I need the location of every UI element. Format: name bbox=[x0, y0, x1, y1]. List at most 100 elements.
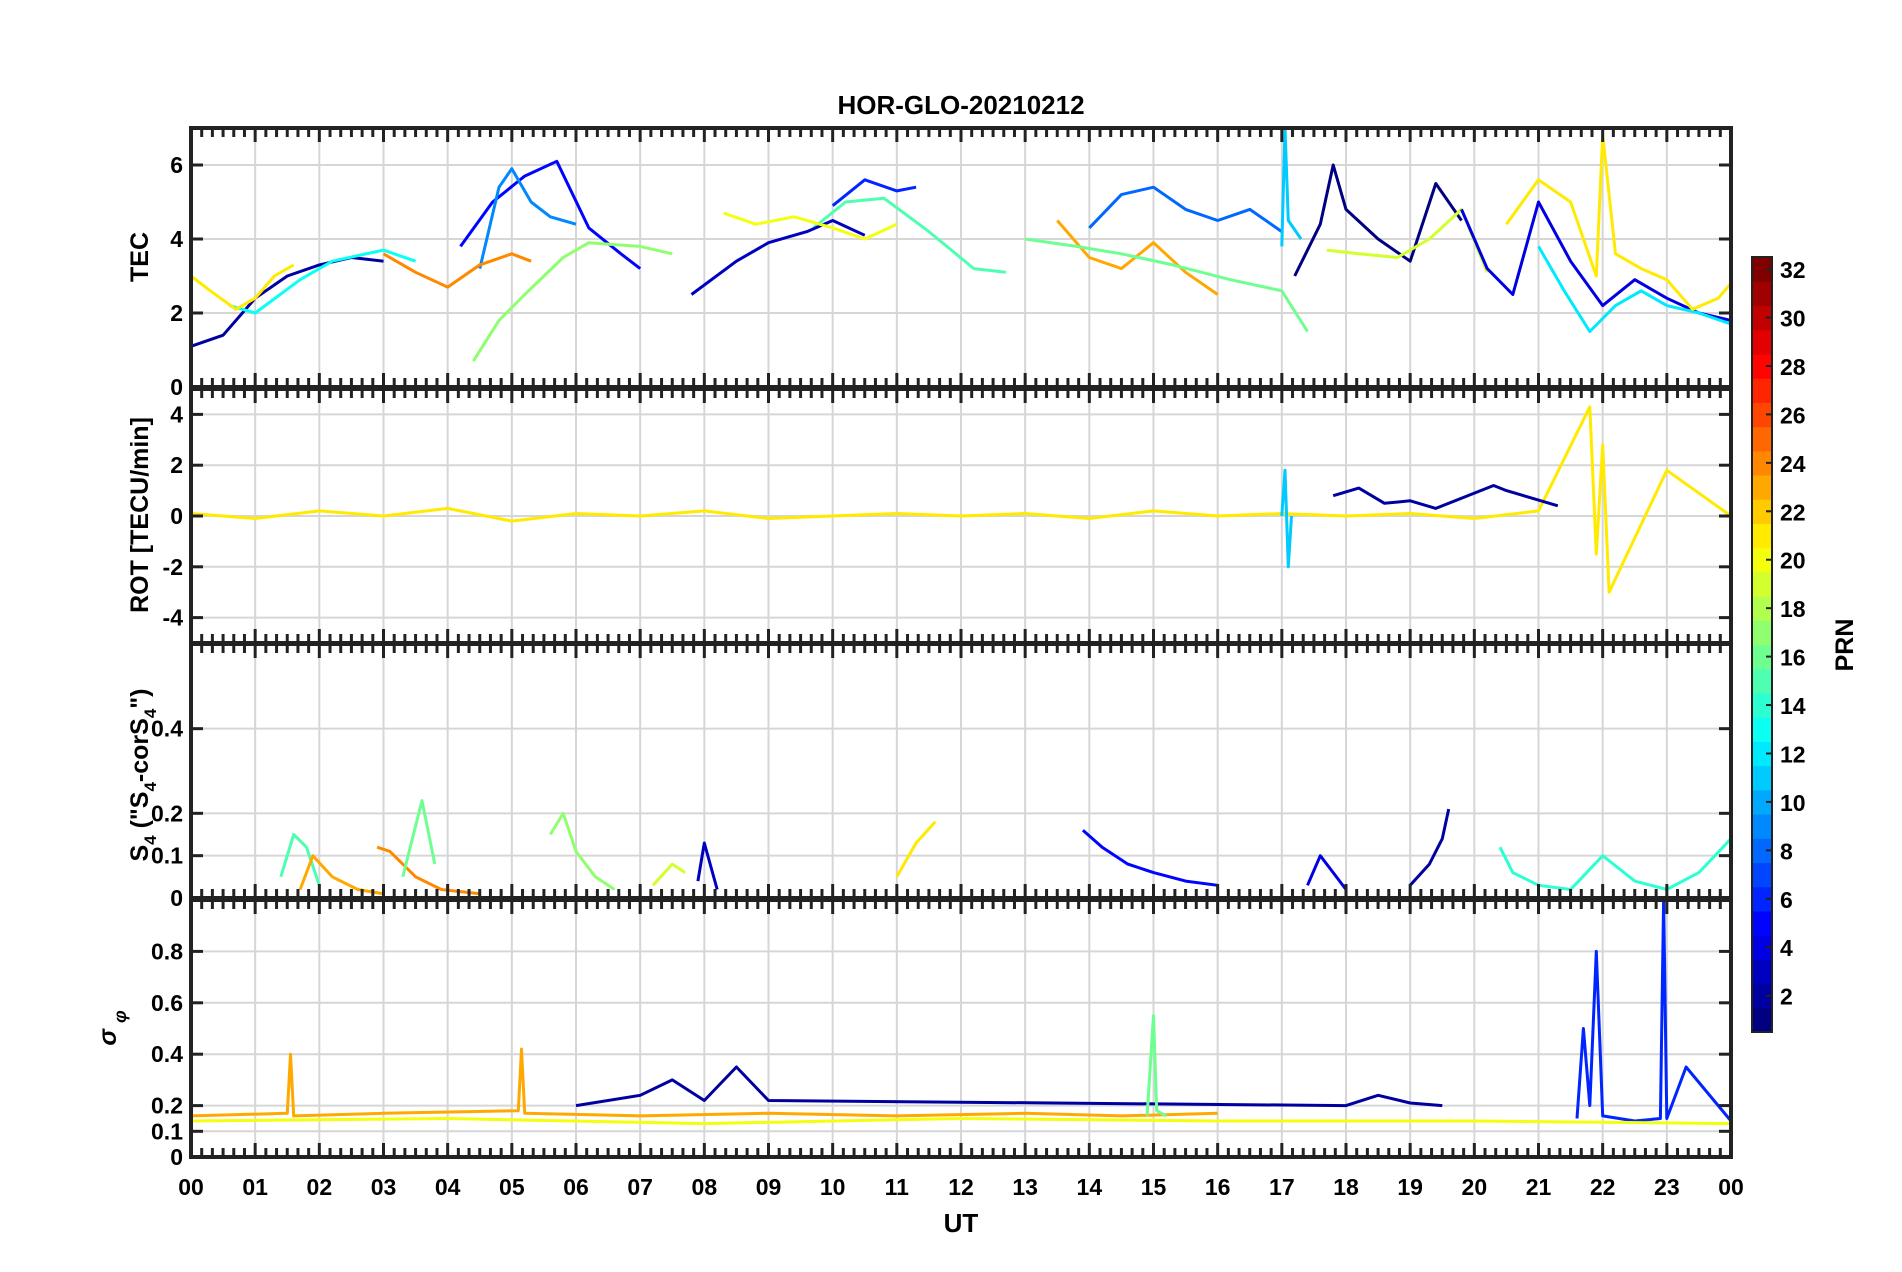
colorbar-segment bbox=[1752, 644, 1772, 670]
colorbar-segment bbox=[1752, 741, 1772, 767]
series-line-prn-21 bbox=[190, 263, 295, 311]
y-tick-label: 4 bbox=[170, 226, 183, 252]
series-line-prn-20 bbox=[723, 211, 898, 241]
series-line-prn-3 bbox=[690, 219, 866, 296]
series-line-prn-12 bbox=[1537, 245, 1732, 333]
series-line-prn-20 bbox=[190, 1117, 1732, 1126]
colorbar-segment bbox=[1752, 959, 1772, 985]
y-tick-label: 0 bbox=[170, 1144, 183, 1170]
x-tick-label: 20 bbox=[1462, 1174, 1488, 1200]
series-line-prn-17 bbox=[472, 241, 673, 362]
series-line-prn-11 bbox=[1280, 126, 1303, 247]
colorbar-segment bbox=[1752, 353, 1772, 379]
x-tick-label: 22 bbox=[1590, 1174, 1616, 1200]
colorbar-segment bbox=[1752, 1007, 1772, 1033]
sigma-axis-label: σφ bbox=[94, 1010, 130, 1046]
colorbar-tick-label: 22 bbox=[1780, 499, 1806, 525]
y-tick-label: -4 bbox=[163, 605, 184, 631]
colorbar-segment bbox=[1752, 378, 1772, 403]
y-tick-label: 0.1 bbox=[151, 843, 183, 869]
series-line-prn-14 bbox=[1498, 837, 1733, 891]
colorbar-segment bbox=[1752, 305, 1772, 331]
colorbar-tick-label: 8 bbox=[1780, 838, 1793, 864]
series-line-prn-3 bbox=[696, 841, 719, 890]
s4-label-sub3: 4 bbox=[141, 708, 160, 718]
series-line-prn-4 bbox=[1306, 854, 1348, 891]
y-tick-label: 0 bbox=[170, 503, 183, 529]
colorbar-tick-label: 26 bbox=[1780, 402, 1806, 428]
y-tick-label: 2 bbox=[170, 300, 183, 326]
y-tick-label: 0.1 bbox=[151, 1118, 183, 1144]
y-tick-label: 0.4 bbox=[151, 716, 183, 742]
colorbar-segment bbox=[1752, 281, 1772, 307]
y-tick-label: 0 bbox=[170, 374, 183, 400]
series-line-prn-4 bbox=[1460, 200, 1732, 322]
x-axis-label: UT bbox=[944, 1208, 979, 1238]
colorbar-segment bbox=[1752, 547, 1772, 573]
series-line-prn-5 bbox=[1081, 829, 1218, 887]
colorbar-segment bbox=[1752, 935, 1772, 960]
colorbar-tick-label: 18 bbox=[1780, 596, 1806, 622]
x-tick-label: 10 bbox=[820, 1174, 846, 1200]
colorbar-tick-label: 28 bbox=[1780, 354, 1806, 380]
colorbar-segment bbox=[1752, 983, 1772, 1009]
x-tick-label: 00 bbox=[1718, 1174, 1744, 1200]
series-line-prn-6 bbox=[1575, 898, 1733, 1123]
series-line-prn-16 bbox=[1145, 1014, 1168, 1118]
colorbar-segment bbox=[1752, 814, 1772, 839]
series-line-prn-2 bbox=[1409, 808, 1451, 887]
colorbar-segment bbox=[1752, 765, 1772, 791]
y-tick-label: 0.6 bbox=[151, 990, 183, 1016]
rot-panel: -4 -2 0 2 4 bbox=[163, 387, 1733, 645]
x-tick-label: 13 bbox=[1012, 1174, 1038, 1200]
colorbar-tick-label: 4 bbox=[1780, 935, 1793, 961]
colorbar-segment bbox=[1752, 910, 1772, 936]
x-tick-label: 09 bbox=[756, 1174, 782, 1200]
x-tick-label: 18 bbox=[1333, 1174, 1359, 1200]
x-tick-label: 06 bbox=[563, 1174, 589, 1200]
x-tick-label: 04 bbox=[435, 1174, 461, 1200]
colorbar-tick-label: 14 bbox=[1780, 693, 1806, 719]
rot-axis-label: ROT [TECU/min] bbox=[126, 417, 154, 613]
y-tick-label: 2 bbox=[170, 452, 183, 478]
colorbar-segment bbox=[1752, 886, 1772, 912]
series-line-prn-21 bbox=[190, 405, 1732, 594]
x-tick-label: 21 bbox=[1526, 1174, 1552, 1200]
colorbar-tick-label: 12 bbox=[1780, 741, 1806, 767]
colorbar-segment bbox=[1752, 474, 1772, 500]
s4-panel: 0 0.1 0.2 0.4 bbox=[151, 642, 1733, 911]
series-line-prn-15 bbox=[279, 833, 321, 886]
colorbar-segment bbox=[1752, 620, 1772, 646]
series-line-prn-23 bbox=[1056, 219, 1219, 296]
series-line-prn-21 bbox=[1505, 133, 1733, 311]
series-line-prn-9 bbox=[478, 167, 577, 269]
s4-label-open: ("S bbox=[126, 792, 154, 836]
colorbar-tick-label: 10 bbox=[1780, 790, 1806, 816]
x-tick-label: 03 bbox=[371, 1174, 397, 1200]
y-tick-label: 0.8 bbox=[151, 938, 183, 964]
series-line-prn-5 bbox=[459, 159, 642, 270]
x-tick-label: 07 bbox=[627, 1174, 653, 1200]
chart-title: HOR-GLO-20210212 bbox=[837, 90, 1084, 120]
x-tick-label: 23 bbox=[1654, 1174, 1680, 1200]
s4-label-main: S bbox=[126, 845, 154, 862]
sigma-label-main: σ bbox=[94, 1028, 122, 1046]
colorbar-segment bbox=[1752, 450, 1772, 476]
sigma-phi-panel: 00.10.2 0.4 0.6 0.8 bbox=[151, 898, 1733, 1170]
colorbar-segment bbox=[1752, 523, 1772, 549]
y-tick-label: 6 bbox=[170, 152, 183, 178]
s4-label-sub: 4 bbox=[141, 835, 160, 845]
x-tick-labels: 00 01 02 03 04 05 06 07 08 09 10 11 12 13 14 15 16 17 18 19… bbox=[178, 1174, 1744, 1200]
y-tick-label: 4 bbox=[170, 401, 183, 427]
series-line-prn-19 bbox=[651, 862, 686, 887]
colorbar-segment bbox=[1752, 402, 1772, 428]
x-tick-label: 11 bbox=[885, 1174, 910, 1200]
x-tick-label: 16 bbox=[1205, 1174, 1231, 1200]
sigma-label-sub: φ bbox=[110, 1010, 130, 1023]
colorbar-segment bbox=[1752, 668, 1772, 694]
y-tick-label: 0.2 bbox=[151, 800, 183, 826]
colorbar-tick-label: 2 bbox=[1780, 984, 1793, 1010]
x-tick-label: 19 bbox=[1397, 1174, 1423, 1200]
x-tick-label: 12 bbox=[948, 1174, 974, 1200]
